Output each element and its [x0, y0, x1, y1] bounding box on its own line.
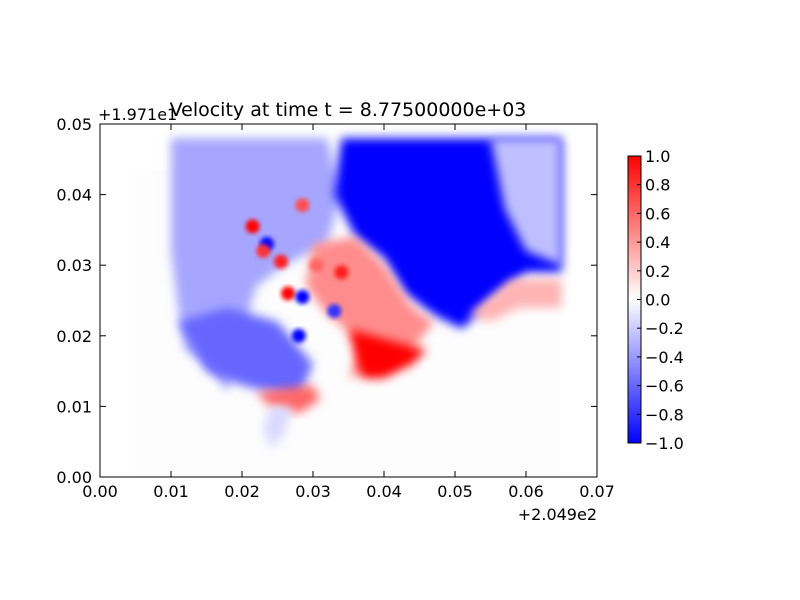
colorbar-tick-label: 0.6	[645, 204, 670, 223]
plot-frame	[99, 123, 598, 478]
velocity-spots	[245, 198, 349, 343]
y-tick-label: 0.05	[56, 115, 92, 134]
velocity-spot	[295, 198, 310, 213]
velocity-region-red-east-coast	[469, 279, 562, 322]
velocity-spot	[295, 290, 310, 304]
velocity-spot	[327, 304, 342, 319]
velocity-spot	[256, 244, 271, 259]
velocity-spot	[309, 258, 324, 273]
colorbar-tick-label: 0.8	[645, 176, 670, 195]
velocity-regions	[171, 138, 562, 449]
colorbar-tick-label: 1.0	[645, 147, 670, 166]
y-axis: 0.00 0.01 0.02 0.03 0.04 0.05	[56, 115, 597, 487]
x-tick-label: 0.05	[437, 482, 473, 501]
velocity-spot	[281, 286, 296, 301]
chart-title: Velocity at time t = 8.77500000e+03	[170, 99, 527, 121]
colorbar-tick-label: −0.2	[645, 319, 684, 338]
colorbar-tick-label: −0.6	[645, 377, 684, 396]
x-tick-label: 0.02	[224, 482, 260, 501]
y-tick-label: 0.04	[56, 186, 92, 205]
colorbar-tick-label: 0.2	[645, 262, 670, 281]
velocity-spot	[291, 328, 306, 343]
x-axis: 0.00 0.01 0.02 0.03 0.04 0.05 0.06 0.07	[82, 124, 615, 501]
y-tick-label: 0.02	[56, 327, 92, 346]
colorbar-ticks: 1.0 0.8 0.6 0.4 0.2 0.0 −0.2 −0.4 −0.6 −0.8 −1.0	[637, 147, 684, 453]
x-tick-label: 0.06	[508, 482, 544, 501]
y-tick-label: 0.03	[56, 256, 92, 275]
x-tick-label: 0.07	[579, 482, 615, 501]
colorbar: 1.0 0.8 0.6 0.4 0.2 0.0 −0.2 −0.4 −0.6 −0.8 −1.0	[627, 147, 684, 453]
velocity-region-light-blue-east	[490, 138, 562, 266]
y-offset-label: +1.971e1	[98, 105, 177, 124]
colorbar-tick-label: 0.0	[645, 291, 670, 310]
colorbar-tick-label: 0.4	[645, 233, 670, 252]
x-tick-label: 0.03	[295, 482, 331, 501]
velocity-spot	[245, 219, 260, 234]
plot-area	[100, 124, 597, 477]
y-tick-label: 0.00	[56, 468, 92, 487]
colorbar-tick-label: −0.4	[645, 348, 684, 367]
velocity-spot	[334, 265, 349, 280]
x-tick-label: 0.01	[153, 482, 189, 501]
x-tick-label: 0.04	[366, 482, 402, 501]
velocity-region-light-blue-plume	[263, 406, 292, 449]
colorbar-tick-label: −0.8	[645, 405, 684, 424]
velocity-region-red-south-core	[348, 328, 427, 379]
colorbar-tick-label: −1.0	[645, 434, 684, 453]
x-offset-label: +2.049e2	[518, 505, 597, 524]
velocity-region-blue-southwest	[178, 307, 313, 400]
x-tick-label: 0.00	[82, 482, 118, 501]
y-tick-label: 0.01	[56, 397, 92, 416]
velocity-spot	[274, 254, 288, 269]
